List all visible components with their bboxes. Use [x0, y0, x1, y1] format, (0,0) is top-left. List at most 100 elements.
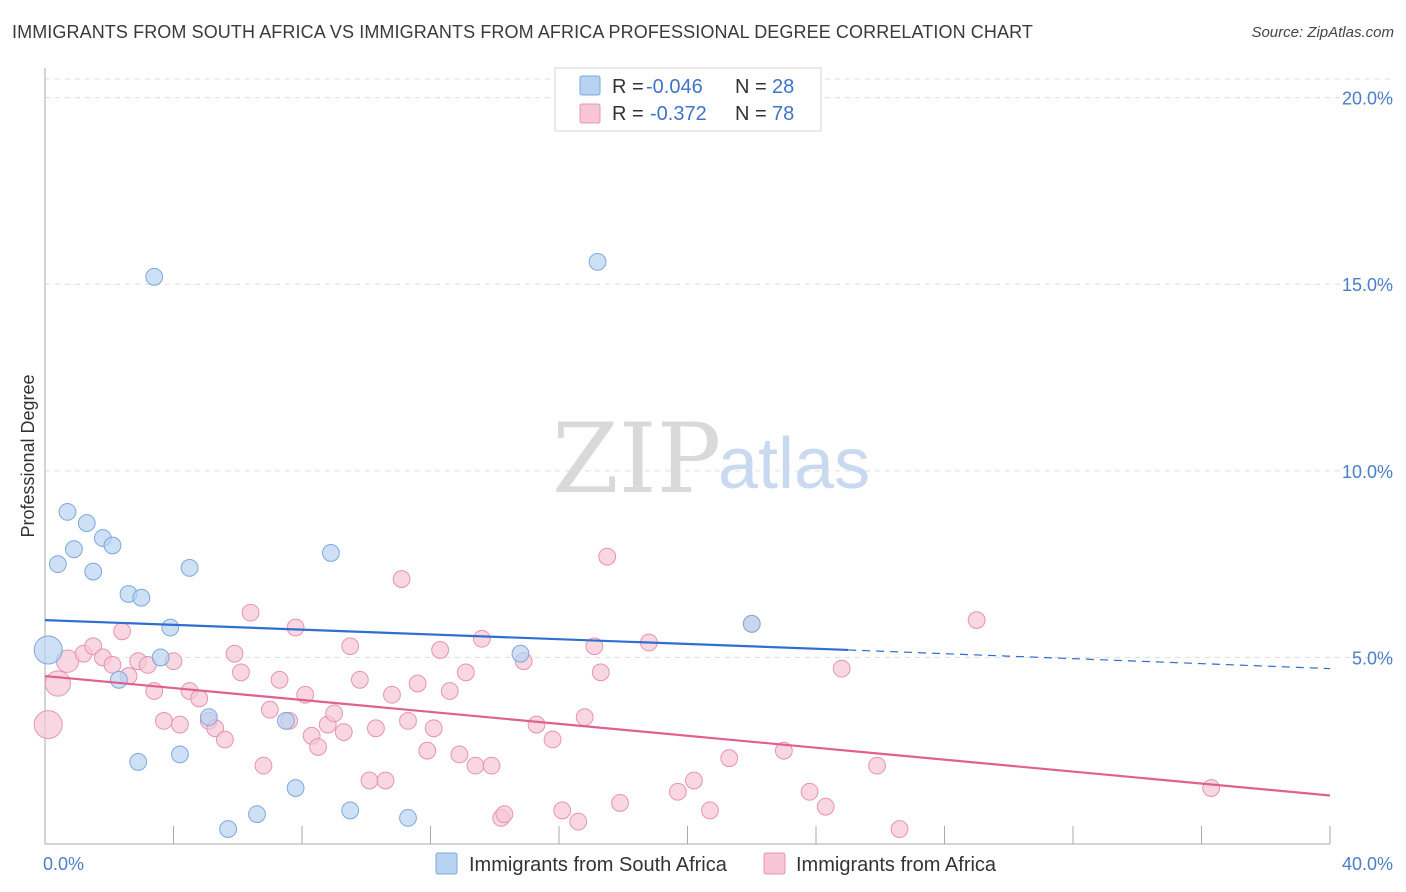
south-africa-point-10 [132, 588, 151, 607]
africa-point-6 [103, 655, 122, 674]
south-africa-point-20 [277, 711, 295, 730]
watermark: ZIP atlas [552, 403, 870, 515]
africa-point-70 [774, 741, 793, 760]
africa-point-20 [225, 644, 244, 663]
south-africa-point-12 [145, 267, 164, 286]
south-africa-point-24 [399, 808, 417, 827]
africa-point-71 [800, 782, 819, 801]
africa-point-35 [350, 670, 369, 689]
africa-point-66 [685, 771, 703, 790]
africa-point-34 [341, 637, 360, 656]
africa-point-7 [113, 622, 131, 641]
africa-point-41 [399, 711, 417, 730]
legend-box: R = -0.046 N = 28 R = -0.372 N = 78 [554, 67, 822, 132]
africa-point-67 [701, 801, 719, 820]
africa-point-25 [270, 670, 289, 689]
africa-point-46 [440, 682, 459, 700]
south-africa-point-2 [58, 502, 77, 521]
africa-point-22 [241, 603, 260, 622]
legend-r-label-pink: R = [612, 103, 644, 125]
africa-point-30 [309, 738, 327, 756]
trend-line-africa [44, 674, 1331, 797]
south-africa-point-11 [129, 753, 148, 771]
gridlines [45, 78, 1394, 658]
africa-point-73 [832, 659, 851, 678]
legend-swatch-pink [579, 103, 601, 124]
africa-point-16 [190, 689, 209, 708]
chart-title: IMMIGRANTS FROM SOUTH AFRICA VS IMMIGRAN… [12, 22, 1033, 42]
africa-point-49 [466, 756, 485, 775]
africa-point-45 [431, 641, 450, 659]
x-tick-label-1: 40.0% [1342, 854, 1393, 874]
y-tick-labels: 5.0% 10.0% 15.0% 20.0% [1342, 89, 1393, 669]
africa-point-12 [154, 711, 173, 730]
bottom-legend-swatch-pink [763, 852, 786, 875]
south-africa-point-21 [286, 779, 305, 797]
bottom-legend-swatch-blue [435, 852, 458, 875]
legend-n-value-pink: 78 [772, 103, 794, 125]
africa-point-50 [473, 629, 491, 648]
africa-point-77 [1202, 779, 1221, 797]
africa-point-62 [598, 547, 617, 566]
source-label: Source: ZipAtlas.com [1251, 24, 1394, 41]
africa-point-65 [668, 782, 687, 801]
africa-point-19 [216, 730, 234, 749]
south-africa-point-8 [109, 670, 128, 689]
africa-point-72 [816, 797, 835, 816]
legend-r-label-blue: R = [612, 76, 644, 98]
africa-point-47 [450, 745, 469, 764]
series-immigrants-from-africa [33, 547, 1221, 838]
south-africa-point-14 [161, 618, 180, 637]
trend-line-south-africa-extension [848, 649, 1331, 670]
legend-n-value-blue: 28 [772, 76, 794, 98]
africa-point-33 [334, 723, 353, 741]
south-africa-point-18 [219, 820, 238, 838]
africa-point-36 [360, 771, 379, 790]
africa-point-42 [408, 674, 427, 693]
africa-point-24 [260, 700, 279, 719]
africa-point-76 [967, 611, 986, 629]
south-africa-point-23 [341, 801, 360, 820]
africa-point-59 [575, 708, 594, 727]
x-tick-labels: 0.0% 40.0% [43, 854, 1393, 874]
south-africa-point-26 [588, 252, 607, 271]
africa-point-14 [171, 715, 189, 734]
bottom-legend-label-pink: Immigrants from Africa [796, 854, 997, 876]
south-africa-point-19 [248, 805, 266, 824]
africa-point-38 [376, 771, 395, 790]
south-africa-point-17 [199, 708, 218, 727]
series-immigrants-from-south-africa [33, 252, 761, 838]
x-tick-label-0: 0.0% [43, 854, 84, 874]
south-africa-point-13 [151, 648, 170, 667]
south-africa-point-3 [65, 540, 83, 559]
watermark-atlas: atlas [718, 424, 870, 504]
africa-point-63 [611, 794, 629, 812]
south-africa-point-1 [48, 555, 67, 574]
y-tick-label-1: 10.0% [1342, 462, 1393, 482]
south-africa-point-27 [742, 614, 761, 633]
bottom-legend: Immigrants from South Africa Immigrants … [435, 852, 997, 876]
trend-line-south-africa [44, 618, 849, 652]
africa-point-61 [591, 663, 610, 682]
africa-point-37 [366, 719, 385, 738]
south-africa-point-25 [511, 644, 530, 663]
africa-point-48 [456, 663, 475, 682]
south-africa-point-5 [84, 562, 103, 581]
africa-point-43 [418, 741, 437, 760]
watermark-zip: ZIP [552, 403, 721, 515]
bottom-legend-label-blue: Immigrants from South Africa [469, 854, 728, 876]
south-africa-point-7 [103, 536, 122, 555]
africa-point-58 [569, 812, 588, 831]
africa-point-75 [890, 820, 909, 838]
africa-point-74 [868, 756, 886, 775]
south-africa-point-22 [322, 544, 340, 562]
y-tick-label-2: 15.0% [1342, 275, 1393, 295]
south-africa-point-0 [33, 635, 63, 665]
africa-point-44 [424, 719, 443, 738]
legend-n-label-pink: N = [735, 103, 767, 125]
africa-point-32 [325, 704, 344, 723]
africa-point-0 [33, 710, 63, 740]
africa-point-68 [720, 749, 739, 768]
legend-r-value-pink: -0.372 [650, 103, 707, 125]
